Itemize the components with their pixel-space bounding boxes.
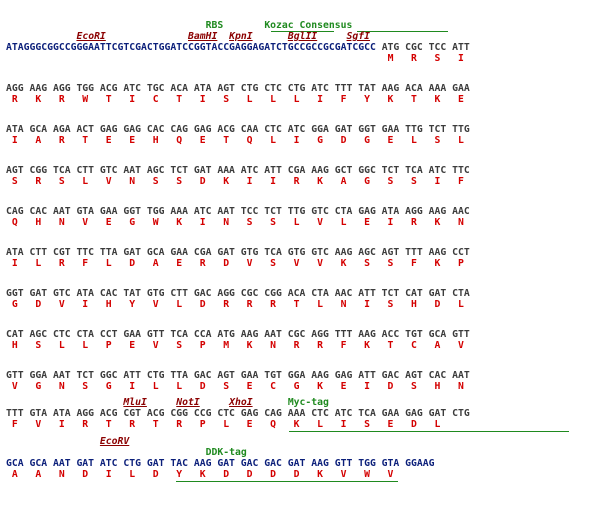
dna-row: GGT GAT GTC ATA CAC TAT GTG CTT GAC AGG … (6, 288, 470, 299)
ddk-label-row: DDK-tag (6, 447, 247, 458)
vector-sequence: ATAGGGCGGCCGGGAATTCGTCGACTGGATCCGGTACCGA… (6, 42, 376, 53)
kpni-label: KpnI (229, 31, 253, 42)
noti-label: NotI (176, 397, 200, 408)
protein-row: I L R F L D A E R D V S V V K S S F K P (6, 258, 464, 269)
myc-tag-label: Myc-tag (287, 397, 329, 408)
leader-protein-row: M R S I (6, 53, 464, 64)
sequence-panel: RBS Kozac Consensus EcoRI BamHI KpnI Bgl… (6, 20, 598, 525)
site-row-3: EcoRV (6, 436, 129, 447)
ddk-protein-row: A A N D I L D Y K D D D D K V W V (6, 469, 394, 480)
myc-protein-row: F V I R T R T R P L E Q K L I S E D L (6, 419, 441, 430)
leader-protein: M R S I (387, 53, 464, 64)
dna-row: AGG AAG AGG TGG ACG ATC TGC ACA ATA AGT … (6, 83, 470, 94)
xhoi-label: XhoI (229, 397, 253, 408)
ddk-tag-rule (176, 481, 398, 482)
site-row-2: MluI NotI XhoI Myc-tag (6, 397, 329, 408)
mlui-label: MluI (123, 397, 147, 408)
kozak-rule (357, 31, 448, 32)
rbs-label: RBS (205, 20, 224, 31)
dna-row: GTT GGA AAT TCT GGC ATT CTG TTA GAC AGT … (6, 370, 470, 381)
sgfi-label: SgfI (346, 31, 371, 42)
dna-row: AGT CGG TCA CTT GTC AAT AGC TCT GAT AAA … (6, 165, 470, 176)
protein-row: S R S L V N S S D K I I R K A G S S I F (6, 176, 464, 187)
feature-header-row: RBS Kozac Consensus (6, 20, 353, 31)
protein-row: G D V I H Y V L D R R R T L N I S H D L (6, 299, 464, 310)
ecorv-label: EcoRV (99, 436, 130, 447)
ddk-tag-label: DDK-tag (205, 447, 247, 458)
dna-row: ATA GCA AGA ACT GAG GAG CAC CAG GAG ACG … (6, 124, 470, 135)
protein-row: I A R T E E H Q E T Q L I G D G E L S L (6, 135, 464, 146)
protein-row: R K R W T I C T I S L L L I F Y K T K E (6, 94, 464, 105)
protein-row: V G N S G I L L D S E C G K E I D S H N (6, 381, 464, 392)
orf-start: ATG CGC TCC ATT (381, 42, 470, 53)
dna-row: ATA CTT CGT TTC TTA GAT GCA GAA CGA GAT … (6, 247, 470, 258)
site-row-1: EcoRI BamHI KpnI BglII SgfI (6, 31, 370, 42)
kozak-label: Kozac Consensus (264, 20, 353, 31)
dna-row: CAT AGC CTC CTA CCT GAA GTT TCA CCA ATG … (6, 329, 470, 340)
bglii-label: BglII (287, 31, 318, 42)
myc-dna-row: TTT GTA ATA AGG ACG CGT ACG CGG CCG CTC … (6, 408, 470, 419)
ddk-dna-row: GCA GCA AAT GAT ATC CTG GAT TAC AAG GAT … (6, 458, 435, 469)
ecori-label: EcoRI (76, 31, 106, 42)
bamhi-label: BamHI (188, 31, 218, 42)
protein-row: H S L L P E V S P M K N R R F K T C A V (6, 340, 464, 351)
dna-row: CAG CAC AAT GTA GAA GGT TGG AAA ATC AAT … (6, 206, 470, 217)
myc-tag-rule (289, 431, 569, 432)
leader-dna-row: ATAGGGCGGCCGGGAATTCGTCGACTGGATCCGGTACCGA… (6, 42, 470, 53)
rbs-rule (271, 31, 334, 32)
protein-row: Q H N V E G W K I N S S L V L E I R K N (6, 217, 464, 228)
